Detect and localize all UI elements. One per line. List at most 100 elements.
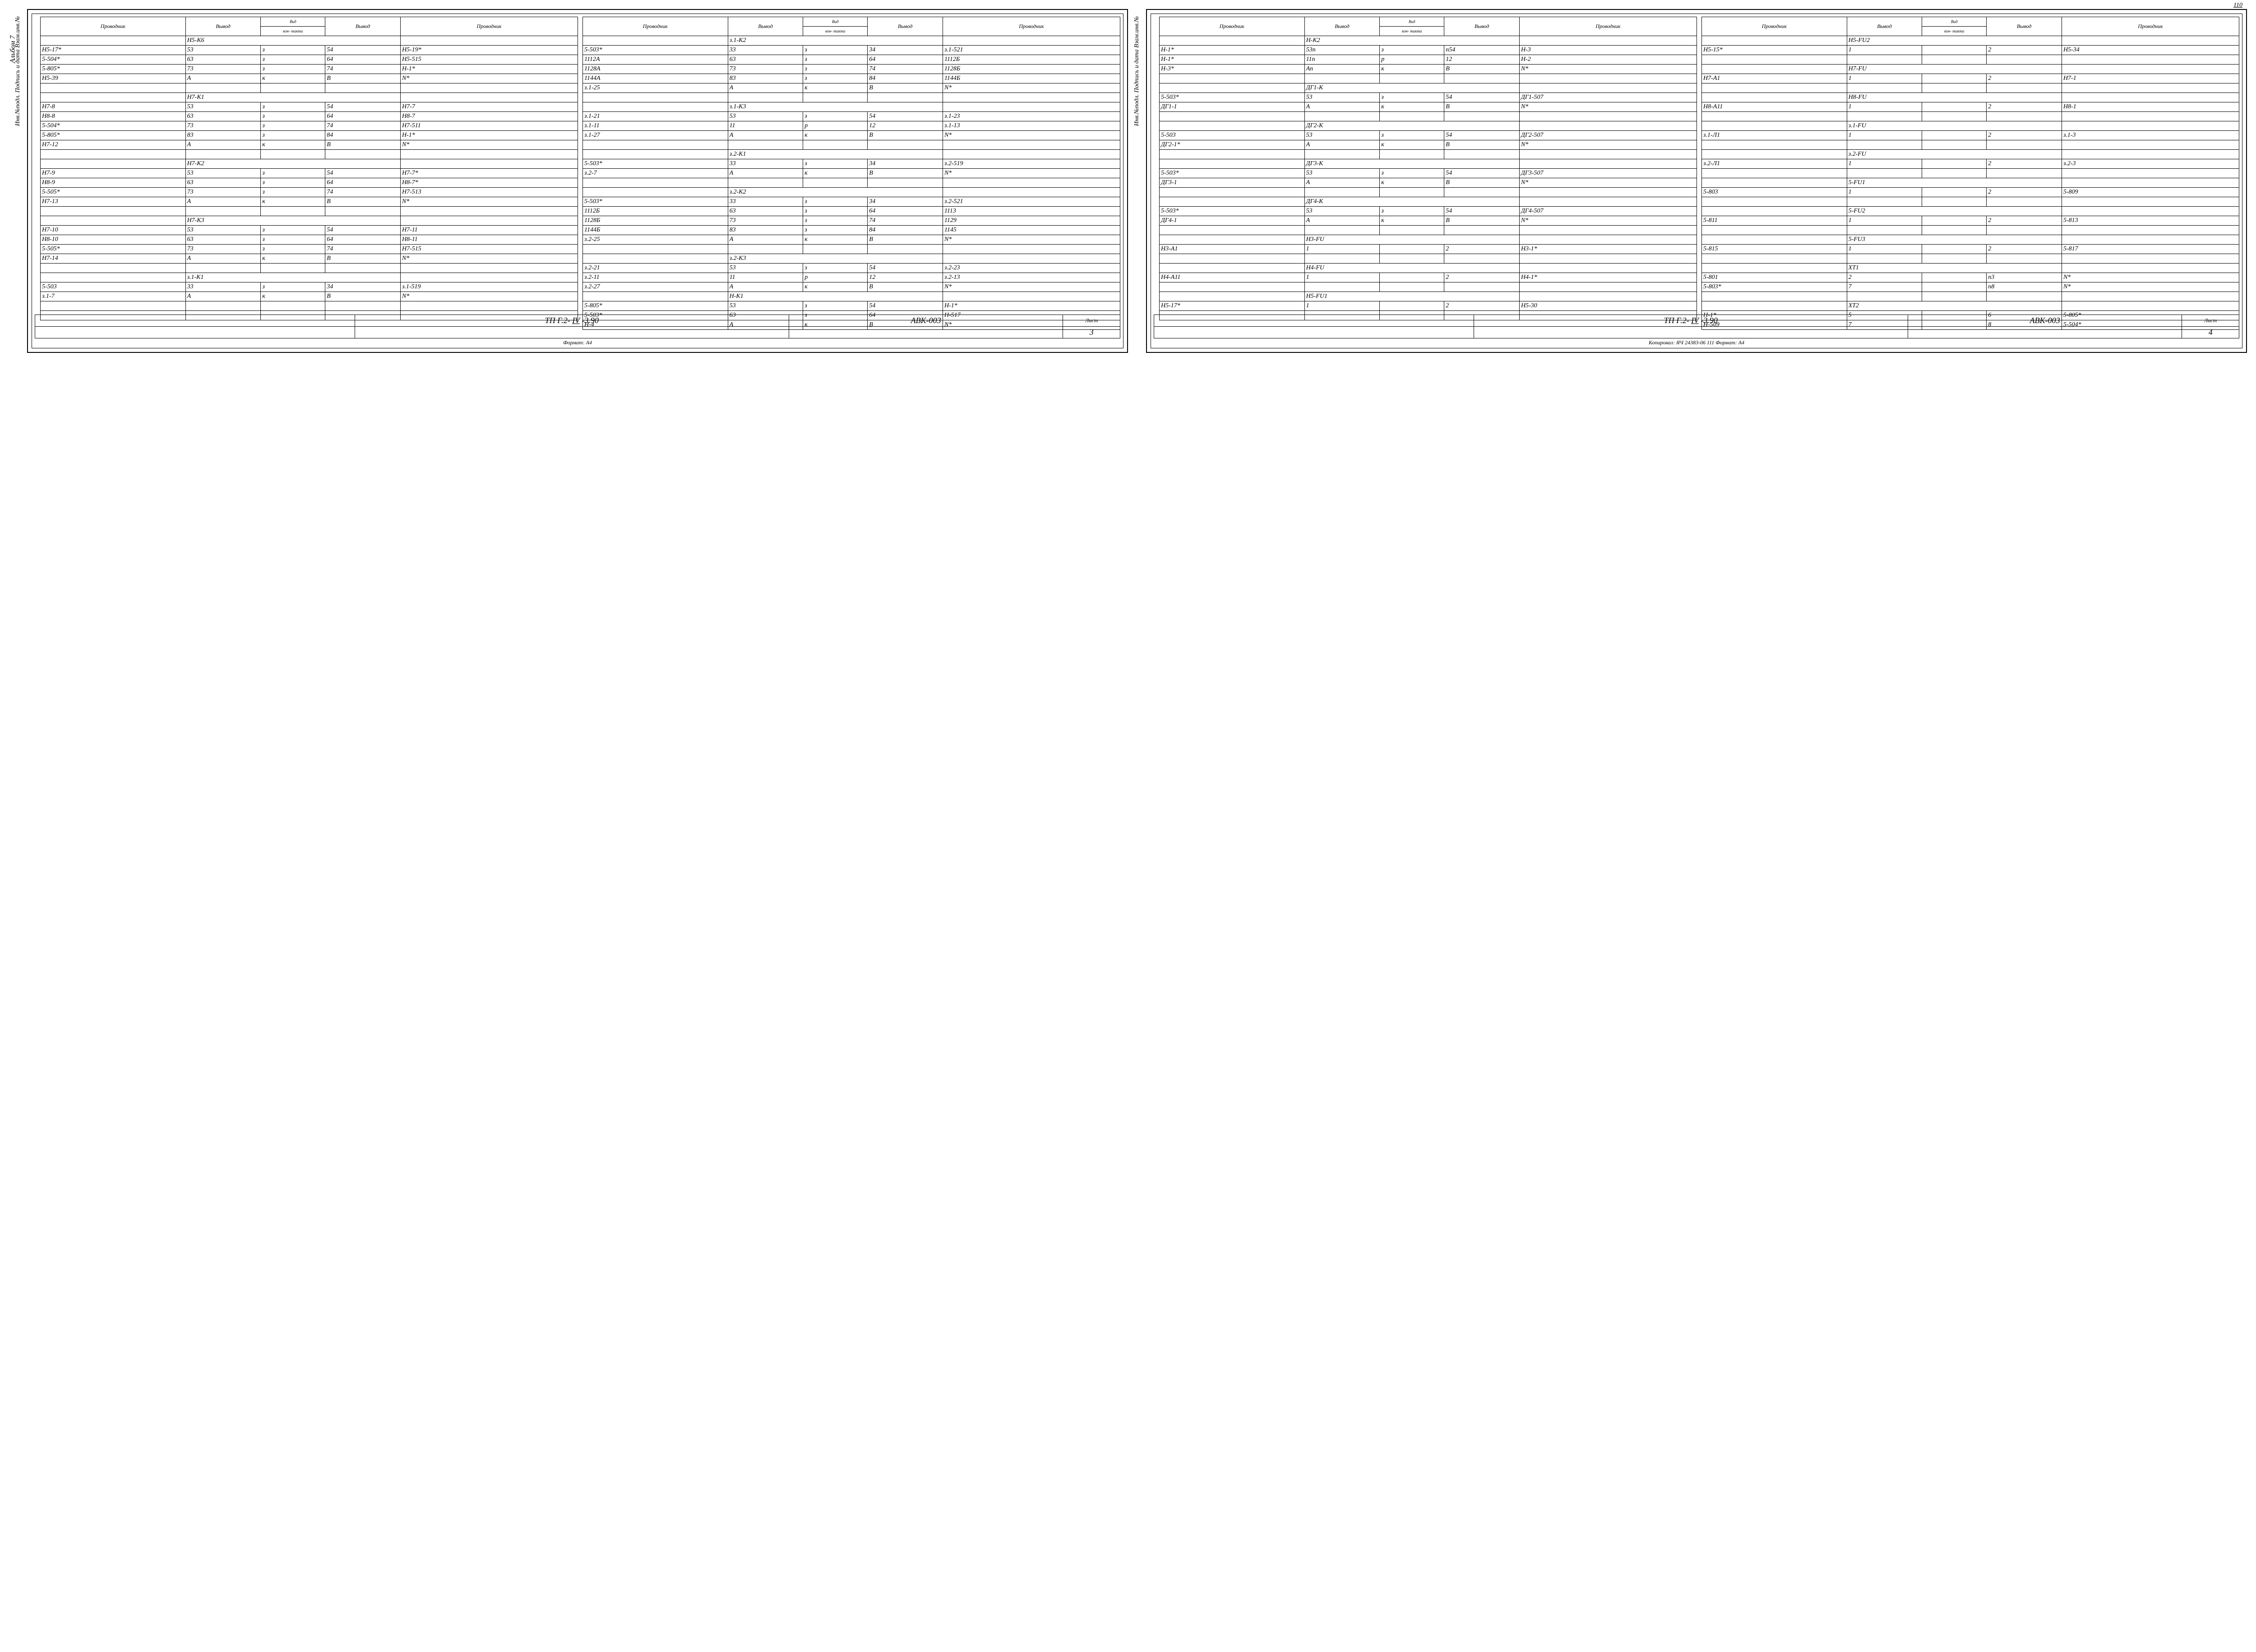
hdr-conductor-right: Проводник xyxy=(943,17,1120,36)
cell: 64 xyxy=(325,55,401,65)
cell: к xyxy=(261,292,325,301)
cell xyxy=(261,207,325,216)
cell xyxy=(2062,36,2239,46)
cell: з xyxy=(261,65,325,74)
cell: 5-803 xyxy=(1702,188,1847,197)
hdr-pin-left: Вывод xyxy=(728,17,803,36)
cell: 2 xyxy=(1444,301,1520,311)
title-block: ТП Г.2- IV -3.90 АВК-003 Лист 4 Копирова… xyxy=(1154,315,2239,346)
cell: A xyxy=(1304,102,1380,112)
cell: 5-811 xyxy=(1702,216,1847,226)
cell xyxy=(400,273,578,282)
cell xyxy=(583,102,728,112)
hdr-contact-type-bot: кон- такта xyxy=(261,27,325,36)
cell: A xyxy=(728,83,803,93)
cell xyxy=(41,93,186,102)
cell xyxy=(1922,169,1987,178)
cell: 33 xyxy=(728,159,803,169)
cell xyxy=(261,83,325,93)
cell xyxy=(1702,140,1847,150)
hdr-contact-type-top: Вид xyxy=(1380,17,1444,27)
section-header: з.2-FU xyxy=(1847,150,2062,159)
cell: N* xyxy=(1519,140,1697,150)
cell: B xyxy=(325,140,401,150)
cell: 54 xyxy=(868,264,943,273)
cell xyxy=(1922,159,1987,169)
cell: H-1* xyxy=(400,65,578,74)
cell xyxy=(1702,178,1847,188)
cell: з xyxy=(261,188,325,197)
cell xyxy=(583,150,728,159)
cell: з.1-11 xyxy=(583,121,728,131)
cell: з xyxy=(261,131,325,140)
title-block: ТП Г.2- IV -3.90 АВК-003 Лист 3 Формат: … xyxy=(35,315,1120,346)
cell: 33 xyxy=(728,46,803,55)
cell xyxy=(1519,36,1697,46)
cell xyxy=(261,264,325,273)
cell: 63 xyxy=(185,55,261,65)
cell: 1144А xyxy=(583,74,728,83)
cell: 5-505* xyxy=(41,188,186,197)
cell xyxy=(803,178,868,188)
hdr-contact-type-bot: кон- такта xyxy=(1922,27,1987,36)
cell: 1 xyxy=(1847,131,1922,140)
cell xyxy=(1444,254,1520,264)
cell: N* xyxy=(400,74,578,83)
hdr-contact-type-top: Вид xyxy=(261,17,325,27)
cell: 34 xyxy=(868,46,943,55)
cell: 2 xyxy=(1987,159,2062,169)
cell: 1145 xyxy=(943,226,1120,235)
cell: B xyxy=(1444,102,1520,112)
cell: 1 xyxy=(1847,102,1922,112)
cell xyxy=(41,216,186,226)
cell xyxy=(1702,83,1847,93)
cell: 5-503* xyxy=(1160,207,1305,216)
cell xyxy=(1922,216,1987,226)
cell xyxy=(1380,245,1444,254)
cell: з xyxy=(803,74,868,83)
cell xyxy=(41,301,186,311)
cell: 7 xyxy=(1847,282,1922,292)
cell: H7-11 xyxy=(400,226,578,235)
cell xyxy=(1847,254,1922,264)
hdr-conductor-left: Проводник xyxy=(41,17,186,36)
cell: 73 xyxy=(185,65,261,74)
sheet-number: 3 xyxy=(1063,327,1120,338)
cell: з.2-521 xyxy=(943,197,1120,207)
cell: 54 xyxy=(325,102,401,112)
cell xyxy=(325,207,401,216)
cell xyxy=(1380,150,1444,159)
cell xyxy=(1160,188,1305,197)
cell: H7-14 xyxy=(41,254,186,264)
sheet: Инв.№подл. Подпись и дата Взам.инв.№ Про… xyxy=(27,9,1128,353)
cell: B xyxy=(1444,216,1520,226)
cell xyxy=(1160,292,1305,301)
cell: H-2 xyxy=(1519,55,1697,65)
cell xyxy=(1160,36,1305,46)
cell xyxy=(1444,74,1520,83)
cell: 1128А xyxy=(583,65,728,74)
cell: A xyxy=(1304,216,1380,226)
cell: з.1-25 xyxy=(583,83,728,93)
cell xyxy=(583,254,728,264)
cell: H8-10 xyxy=(41,235,186,245)
cell xyxy=(583,93,728,102)
cell: N* xyxy=(943,282,1120,292)
cell xyxy=(1922,254,1987,264)
cell xyxy=(1922,140,1987,150)
section-header: XT1 xyxy=(1847,264,2062,273)
cell xyxy=(1304,150,1380,159)
cell: H7-515 xyxy=(400,245,578,254)
cell xyxy=(728,178,803,188)
cell: з xyxy=(803,197,868,207)
cell xyxy=(2062,254,2239,264)
cell: 2 xyxy=(1444,273,1520,282)
cell: 54 xyxy=(325,169,401,178)
cell: 1128Б xyxy=(943,65,1120,74)
cell: 11 xyxy=(728,121,803,131)
cell xyxy=(1847,140,1922,150)
wiring-table: Проводник Вывод Вид Вывод Проводник кон-… xyxy=(582,17,1120,330)
cell xyxy=(1519,264,1697,273)
cell xyxy=(1987,140,2062,150)
cell: 73 xyxy=(185,188,261,197)
